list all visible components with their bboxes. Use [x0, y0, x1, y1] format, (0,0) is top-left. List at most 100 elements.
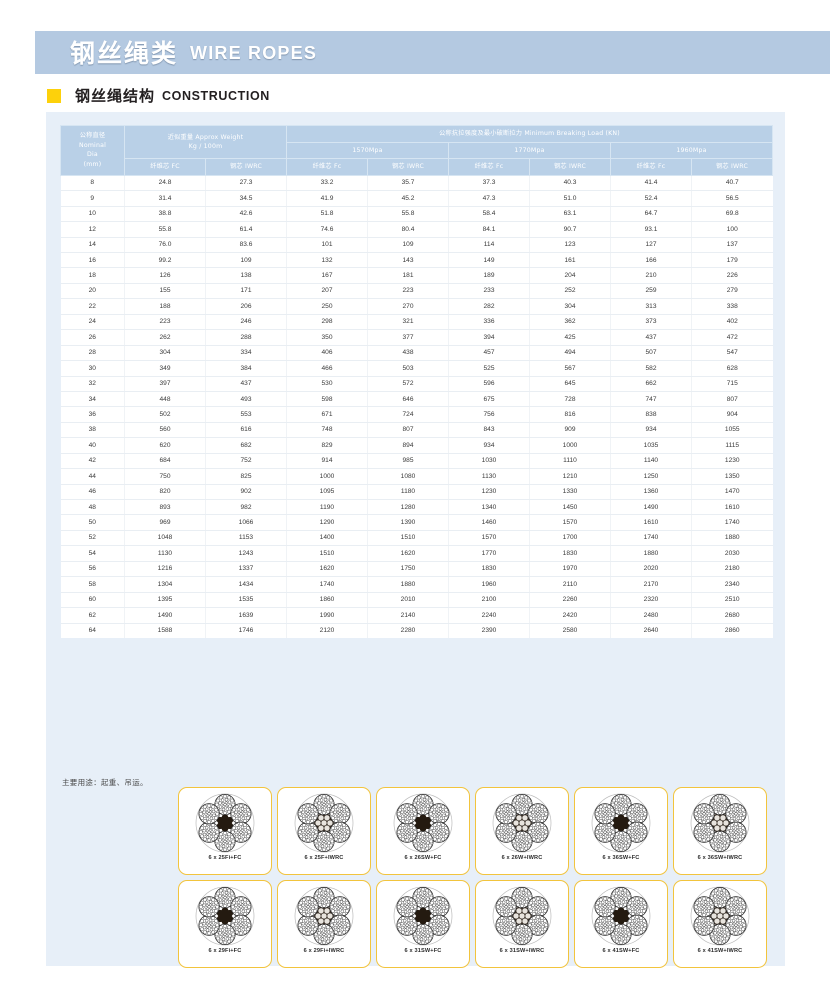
cell-value: 1490 [124, 607, 206, 624]
table-row: 48 893 982 1190 1280 1340 1450 1490 1610 [60, 499, 773, 516]
cell-value: 752 [205, 453, 287, 470]
table-row: 20 155 171 207 223 233 252 259 279 [60, 283, 773, 300]
cell-value: 40.7 [691, 175, 773, 192]
cell-value: 1055 [691, 422, 773, 439]
cell-value: 51.8 [286, 206, 368, 223]
cell-nominal-dia: 18 [60, 267, 125, 284]
table-row: 62 1490 1639 1990 2140 2240 2420 2480 2680 [60, 607, 773, 624]
th-1770-iwrc: 钢芯 IWRC [529, 158, 611, 176]
cell-nominal-dia: 40 [60, 437, 125, 454]
construction-diagram-card[interactable]: 6 x 36SW+IWRC [673, 787, 767, 875]
cell-value: 1740 [286, 576, 368, 593]
rope-cross-section-icon [589, 792, 653, 854]
cell-nominal-dia: 10 [60, 206, 125, 223]
cell-value: 425 [529, 329, 611, 346]
cell-value: 63.1 [529, 206, 611, 223]
construction-diagram-card[interactable]: 6 x 29Fi+IWRC [277, 880, 371, 968]
cell-value: 1740 [610, 530, 692, 547]
construction-label: 6 x 41SW+IWRC [697, 948, 743, 954]
cell-value: 24.8 [124, 175, 206, 192]
th-nominal-line-3: (mm) [83, 161, 102, 169]
cell-value: 894 [367, 437, 449, 454]
cell-value: 2020 [610, 561, 692, 578]
cell-value: 1115 [691, 437, 773, 454]
cell-value: 1588 [124, 623, 206, 638]
cell-value: 37.3 [448, 175, 530, 192]
cell-value: 127 [610, 237, 692, 254]
cell-nominal-dia: 60 [60, 592, 125, 609]
cell-value: 394 [448, 329, 530, 346]
cell-value: 494 [529, 345, 611, 362]
construction-diagram-card[interactable]: 6 x 31SW+FC [376, 880, 470, 968]
cell-nominal-dia: 50 [60, 514, 125, 531]
construction-diagram-card[interactable]: 6 x 25F+IWRC [277, 787, 371, 875]
cell-value: 816 [529, 406, 611, 423]
cell-value: 90.7 [529, 221, 611, 238]
cell-value: 55.8 [367, 206, 449, 223]
cell-nominal-dia: 24 [60, 314, 125, 331]
spec-table: 公称直径 Nominal Dia (mm) 近似重量 Approx Weight… [60, 124, 773, 638]
cell-value: 1390 [367, 514, 449, 531]
cell-value: 35.7 [367, 175, 449, 192]
cell-value: 560 [124, 422, 206, 439]
cell-value: 843 [448, 422, 530, 439]
cell-value: 1400 [286, 530, 368, 547]
rope-cross-section-icon [688, 792, 752, 854]
cell-value: 616 [205, 422, 287, 439]
cell-value: 820 [124, 484, 206, 501]
cell-value: 724 [367, 406, 449, 423]
cell-value: 902 [205, 484, 287, 501]
construction-diagram-card[interactable]: 6 x 41SW+IWRC [673, 880, 767, 968]
cell-value: 553 [205, 406, 287, 423]
cell-value: 259 [610, 283, 692, 300]
cell-value: 2030 [691, 545, 773, 562]
cell-nominal-dia: 32 [60, 376, 125, 392]
cell-value: 1230 [691, 453, 773, 470]
cell-value: 1330 [529, 484, 611, 501]
cell-value: 1216 [124, 561, 206, 578]
construction-diagram-card[interactable]: 6 x 36SW+FC [574, 787, 668, 875]
cell-value: 2110 [529, 576, 611, 593]
construction-diagram-card[interactable]: 6 x 41SW+FC [574, 880, 668, 968]
cell-value: 2390 [448, 623, 530, 638]
rope-cross-section-icon [292, 792, 356, 854]
cell-value: 985 [367, 453, 449, 470]
cell-value: 64.7 [610, 206, 692, 223]
square-marker-icon [47, 88, 61, 103]
construction-diagram-card[interactable]: 6 x 25Fi+FC [178, 787, 272, 875]
header-row-3: 纤维芯 FC 钢芯 IWRC 纤维芯 Fc 钢芯 IWRC 纤维芯 Fc 钢芯 … [61, 158, 773, 176]
cell-value: 1880 [691, 530, 773, 547]
cell-value: 1860 [286, 592, 368, 609]
cell-value: 728 [529, 391, 611, 408]
cell-value: 507 [610, 345, 692, 362]
cell-value: 1570 [448, 530, 530, 547]
cell-value: 2280 [367, 623, 449, 638]
cell-value: 1210 [529, 468, 611, 485]
construction-diagram-card[interactable]: 6 x 26SW+FC [376, 787, 470, 875]
rope-cross-section-svg [294, 793, 354, 853]
cell-value: 457 [448, 345, 530, 362]
cell-value: 206 [205, 298, 287, 315]
cell-value: 34.5 [205, 190, 287, 207]
construction-diagram-card[interactable]: 6 x 29Fi+FC [178, 880, 272, 968]
cell-value: 56.5 [691, 190, 773, 207]
construction-diagram-card[interactable]: 6 x 31SW+IWRC [475, 880, 569, 968]
cell-value: 138 [205, 267, 287, 284]
table-row: 46 820 902 1095 1180 1230 1330 1360 1470 [60, 484, 773, 501]
page-title-band [35, 31, 830, 74]
cell-value: 1340 [448, 499, 530, 516]
cell-value: 750 [124, 468, 206, 485]
cell-value: 1250 [610, 468, 692, 485]
rope-cross-section-svg [591, 886, 651, 946]
rope-cross-section-svg [492, 793, 552, 853]
cell-value: 582 [610, 360, 692, 377]
rope-cross-section-icon [490, 792, 554, 854]
cell-value: 171 [205, 283, 287, 300]
cell-value: 598 [286, 391, 368, 408]
cell-value: 41.4 [610, 175, 692, 192]
table-row: 52 1048 1153 1400 1510 1570 1700 1740 1880 [60, 530, 773, 547]
th-grade-1770: 1770Mpa [448, 141, 611, 160]
cell-value: 304 [529, 298, 611, 315]
construction-diagram-card[interactable]: 6 x 26W+IWRC [475, 787, 569, 875]
